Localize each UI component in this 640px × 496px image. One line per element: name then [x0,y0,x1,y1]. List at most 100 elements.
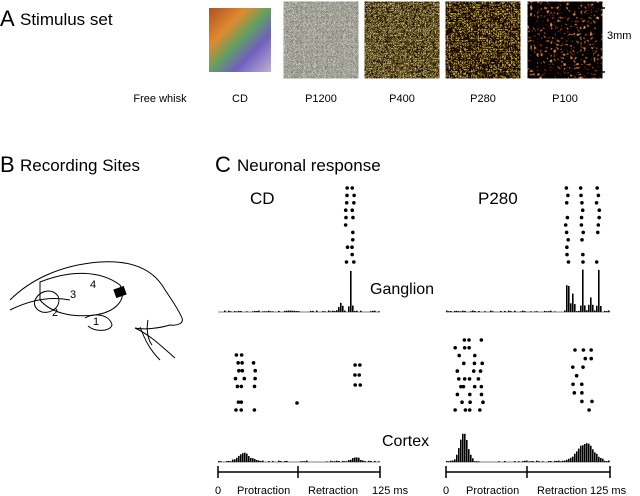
spike-dot [481,400,485,405]
histogram-bar [236,457,238,462]
histogram-bar [548,461,550,462]
spike-dot [580,201,584,205]
histogram-bar [272,461,274,462]
spike-dot [351,215,355,220]
histogram-bar [470,454,472,462]
spike-dot [462,338,467,342]
histogram-bar [234,459,236,462]
site-label: 4 [90,279,96,291]
histogram-bar [268,310,270,312]
spike-dot [467,345,471,350]
histogram-bar [292,310,294,312]
histogram-bar [330,460,332,462]
spike-dot [565,215,570,220]
histogram-bar [352,305,354,312]
histogram-bar [368,460,370,462]
histogram-bar [572,293,574,312]
histogram-bar [370,460,372,462]
stimulus-label: P1200 [305,93,337,105]
spike-dot [573,348,577,352]
histogram-bar [342,305,344,312]
spike-dot [597,215,601,220]
histogram-bar [606,311,608,312]
histogram-bar [514,461,516,462]
raster-plots [218,186,610,463]
spike-dot [581,348,586,352]
histogram-bar [472,458,474,462]
histogram-bar [286,310,288,312]
spike-dot [566,260,571,264]
spike-dot [251,361,256,365]
spike-dot [461,384,466,389]
histogram-bar [528,461,530,462]
spike-dot [479,392,484,397]
histogram-bar [568,285,570,312]
panel-letter: A [0,6,15,31]
histogram-bar [330,311,332,312]
histogram-bar [478,461,480,462]
spike-dot [352,201,356,205]
spike-dot [579,382,584,387]
spike-dot [350,245,354,249]
spike-dot [233,376,238,381]
spike-dot [472,384,477,389]
spike-dot [572,391,577,395]
histogram-bar [574,453,576,462]
histogram-bar [600,457,602,462]
spike-dot [242,376,247,381]
histogram-bar [332,461,334,462]
histogram-bar [458,311,460,312]
histogram-bar [272,311,274,312]
histogram-bar [378,461,380,462]
histogram-bar [462,310,464,312]
axis-label: Retraction [537,485,587,496]
histogram-bar [338,306,340,312]
spike-dot [468,400,472,405]
spike-dot [479,338,484,342]
spike-dot [344,215,348,220]
histogram-bar [242,453,244,462]
spike-dot [565,245,569,249]
histogram-bar [280,461,282,462]
spike-dot [455,369,460,373]
histogram-bar [230,311,232,312]
spike-dot [472,353,477,358]
histogram-bar [336,460,338,462]
histogram-bar [490,310,492,312]
histogram-bar [348,306,350,312]
histogram-bar [270,311,272,312]
histogram-bar [588,304,590,312]
spike-dot [589,356,594,361]
spike-dot [253,376,257,381]
histogram-bar [576,311,578,312]
histogram-bar [542,461,544,462]
spike-dot [453,408,457,412]
histogram-bar [296,311,298,312]
histogram-bar [532,461,534,462]
histogram-bar [596,305,598,312]
spike-dot [350,186,355,190]
spike-dot [476,377,481,381]
spike-dot [583,356,588,361]
histogram-bar [240,311,242,312]
histogram-bar [354,457,356,462]
histogram-bar [230,461,232,462]
histogram-bar [450,460,452,462]
histogram-bar [586,310,588,312]
spike-dot [353,373,357,377]
spike-dot [455,392,460,397]
spike-dot [595,186,599,190]
histogram-bar [310,310,312,312]
histogram-bar [606,461,608,462]
histogram-bar [550,461,552,462]
histogram-bar [572,456,574,462]
spike-dot [581,365,585,369]
histogram-bar [514,310,516,312]
histogram-bar [504,310,506,312]
axis-label: 125 ms [372,485,409,496]
histogram-bar [316,310,318,312]
histogram-bar [450,311,452,312]
histogram-bar [474,461,476,462]
spike-dot [578,186,583,190]
histogram-bar [592,304,594,312]
